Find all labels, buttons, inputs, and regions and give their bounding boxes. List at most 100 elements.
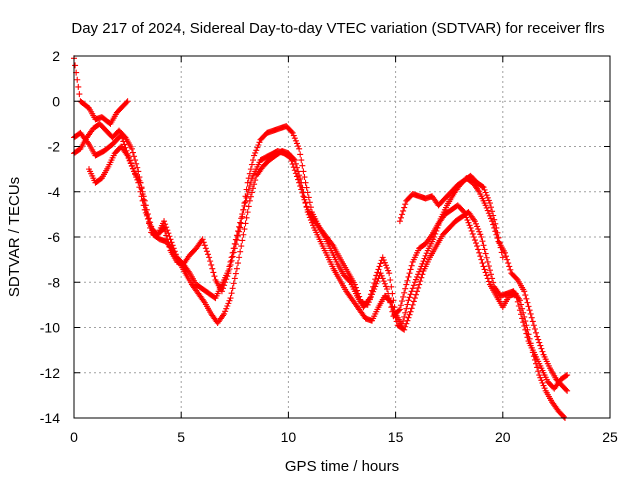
data-point	[139, 188, 146, 195]
data-point	[477, 253, 484, 260]
data-point	[124, 152, 131, 159]
data-point	[129, 149, 136, 156]
data-point	[125, 155, 132, 162]
data-point	[483, 204, 490, 211]
data-point	[434, 224, 441, 231]
data-point	[516, 297, 523, 304]
data-point	[538, 345, 545, 352]
data-point	[236, 228, 243, 235]
data-point	[329, 241, 336, 248]
data-point	[432, 230, 439, 237]
data-point	[199, 236, 206, 243]
data-point	[131, 153, 138, 160]
data-point	[399, 211, 406, 218]
data-point	[379, 275, 386, 282]
data-point	[227, 295, 234, 302]
data-point	[418, 274, 425, 281]
data-point	[301, 194, 308, 201]
data-point	[256, 139, 263, 146]
data-point	[393, 318, 400, 325]
data-point	[490, 279, 497, 286]
data-point	[497, 244, 504, 251]
data-point	[251, 181, 258, 188]
data-point	[524, 326, 531, 333]
data-point	[288, 128, 295, 135]
data-point	[146, 220, 153, 227]
data-point	[403, 320, 410, 327]
data-point	[231, 245, 238, 252]
data-point	[144, 210, 151, 217]
data-point	[399, 298, 406, 305]
data-point	[411, 295, 418, 302]
data-point	[224, 273, 231, 280]
data-point	[290, 132, 297, 139]
data-point	[305, 211, 312, 218]
data-point	[385, 267, 392, 274]
data-point	[534, 364, 541, 371]
data-point	[522, 292, 529, 299]
data-point	[411, 279, 418, 286]
data-point	[388, 299, 395, 306]
data-point	[229, 285, 236, 292]
data-point	[203, 248, 210, 255]
series-track-4	[86, 143, 568, 421]
data-point	[530, 322, 537, 329]
data-point	[397, 214, 404, 221]
data-point	[128, 163, 135, 170]
data-point	[400, 207, 407, 214]
data-point	[133, 160, 140, 167]
data-point	[132, 157, 139, 164]
data-point	[375, 266, 382, 273]
data-point	[374, 269, 381, 276]
data-point	[408, 262, 415, 269]
data-point	[200, 239, 207, 246]
y-tick-label: -10	[40, 320, 60, 336]
data-point	[236, 254, 243, 261]
data-point	[380, 278, 387, 285]
x-axis-label: GPS time / hours	[285, 458, 399, 475]
data-point	[304, 209, 311, 216]
data-point	[527, 310, 534, 317]
data-point	[401, 289, 408, 296]
data-point	[252, 149, 259, 156]
data-point	[423, 250, 430, 257]
y-tick-labels: 2 0 -2 -4 -6 -8 -10 -12 -14	[40, 48, 60, 426]
data-point	[244, 179, 251, 186]
data-point	[164, 227, 171, 234]
data-point	[420, 258, 427, 265]
data-point	[167, 236, 174, 243]
data-point	[392, 314, 399, 321]
data-point	[470, 234, 477, 240]
x-tick-label: 25	[602, 429, 618, 445]
data-point	[246, 170, 253, 177]
data-point	[402, 285, 409, 292]
data-point	[138, 184, 145, 191]
data-point	[221, 282, 228, 289]
data-point	[520, 309, 527, 316]
data-point	[406, 270, 413, 277]
series-track-1	[71, 55, 131, 127]
data-point	[537, 374, 544, 381]
data-point	[408, 288, 415, 295]
data-point	[246, 183, 253, 190]
data-point	[526, 307, 533, 314]
data-point	[401, 204, 408, 211]
data-point	[485, 210, 492, 217]
data-point	[224, 303, 231, 310]
data-point	[245, 175, 252, 182]
data-point	[541, 385, 548, 392]
data-point	[225, 300, 232, 307]
data-point	[222, 279, 229, 286]
data-point	[540, 382, 547, 389]
data-point	[406, 294, 413, 301]
data-point	[479, 183, 486, 190]
data-point	[247, 179, 254, 186]
data-point	[165, 230, 172, 237]
data-point	[402, 309, 409, 316]
data-point	[489, 208, 496, 215]
data-point	[480, 184, 487, 191]
y-tick-label: -8	[48, 274, 61, 290]
y-axis-label: SDTVAR / TECUs	[6, 177, 23, 297]
data-point	[372, 276, 379, 283]
